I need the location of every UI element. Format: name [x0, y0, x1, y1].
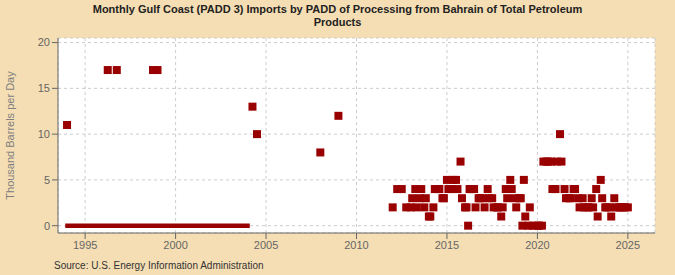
svg-text:20: 20	[38, 36, 50, 48]
svg-text:2015: 2015	[435, 239, 459, 251]
svg-text:1995: 1995	[73, 239, 97, 251]
svg-text:10: 10	[38, 128, 50, 140]
svg-text:5: 5	[44, 174, 50, 186]
html-text:Source: U.S. Energy Informatio: Source: U.S. Energy Information Administ…	[54, 260, 264, 271]
svg-text:2005: 2005	[254, 239, 278, 251]
html-text:Monthly Gulf Coast (PADD 3) Im: Monthly Gulf Coast (PADD 3) Imports by P…	[92, 3, 583, 15]
svg-text:2025: 2025	[616, 239, 640, 251]
svg-text:Thousand Barrels per Day: Thousand Barrels per Day	[8, 71, 16, 200]
svg-text:2000: 2000	[163, 239, 187, 251]
svg-text:15: 15	[38, 82, 50, 94]
svg-text:2010: 2010	[344, 239, 368, 251]
svg-text:2020: 2020	[525, 239, 549, 251]
svg-text:0: 0	[44, 220, 50, 232]
html-text:Products: Products	[313, 16, 362, 28]
